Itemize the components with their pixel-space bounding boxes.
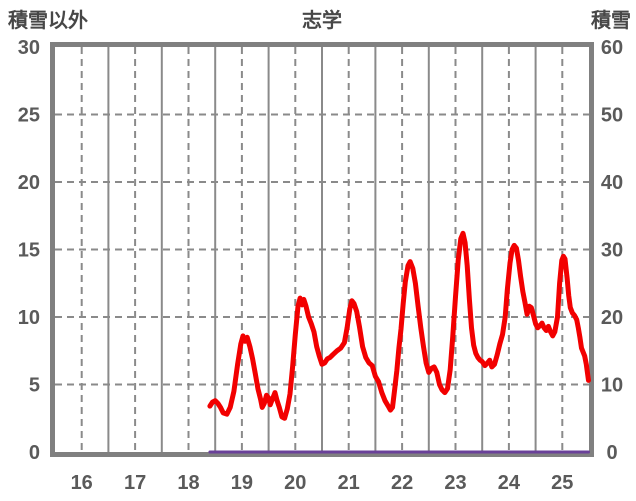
x-axis-tick-label: 18 (177, 472, 199, 494)
x-axis-tick-label: 19 (231, 472, 253, 494)
left-axis-tick-label: 5 (29, 375, 40, 397)
right-axis-title: 積雪 (591, 9, 631, 32)
left-axis-tick-label: 15 (18, 240, 40, 262)
chart-title: 志学 (302, 8, 342, 32)
left-axis-title: 積雪以外 (8, 8, 88, 32)
left-axis-tick-label: 10 (18, 307, 40, 329)
right-axis-tick-label: 10 (601, 375, 623, 397)
right-axis-tick-label: 40 (601, 172, 623, 194)
right-axis-tick-label: 30 (601, 240, 623, 262)
left-axis-tick-label: 25 (18, 105, 40, 127)
x-axis-tick-label: 24 (498, 472, 521, 494)
axis-layer: 0 5 10 15 20 25 30 0 10 20 30 40 50 60 16 17 18 19 20 21 22 2… (18, 37, 623, 494)
x-axis-tick-label: 25 (551, 472, 573, 494)
x-axis-tick-label: 20 (284, 472, 306, 494)
left-axis-tick-label: 30 (18, 37, 40, 59)
right-axis-tick-label: 50 (601, 105, 623, 127)
left-axis-tick-label: 20 (18, 172, 40, 194)
right-axis-tick-label: 60 (601, 37, 623, 59)
right-axis-tick-label: 0 (606, 442, 617, 464)
x-axis-tick-label: 17 (124, 472, 146, 494)
left-axis-tick-label: 0 (29, 442, 40, 464)
series-line-left-axis (207, 230, 591, 421)
right-axis-tick-label: 20 (601, 307, 623, 329)
x-axis-tick-label: 16 (71, 472, 93, 494)
x-axis-tick-label: 22 (391, 472, 413, 494)
x-axis-tick-label: 23 (444, 472, 466, 494)
series-layer (207, 230, 591, 454)
plot-border (50, 42, 594, 457)
grid-layer (50, 42, 594, 457)
x-axis-tick-label: 21 (338, 472, 360, 494)
